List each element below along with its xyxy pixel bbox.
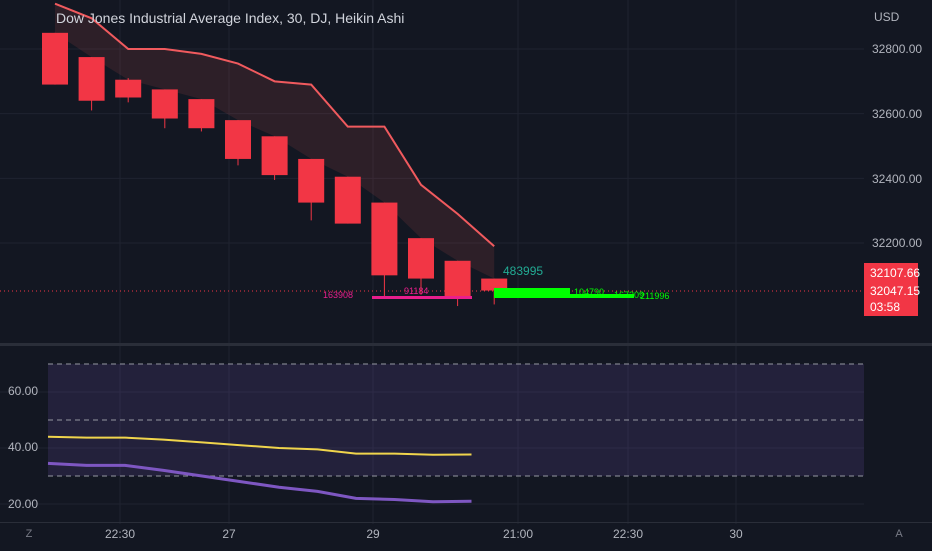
last-price-tag: 32107.66 [864,263,920,282]
currency-label: USD [874,10,900,24]
candle-body-11 [444,260,471,298]
candle-body-7 [298,158,325,203]
current-price-tag: 32047.15 03:58 [864,282,921,316]
price-tick-32400: 32400.00 [872,172,923,186]
time-label-3: 29 [366,527,380,541]
volume-profile [372,288,634,299]
vp-bar-tail [570,294,634,298]
osc-grid [0,346,864,524]
time-label-5: 22:30 [612,527,644,541]
osc-slow-line [47,461,472,504]
osc-fast-line [47,435,472,456]
candle-body-1 [78,57,105,101]
vp-label-a: 104790 [574,287,604,297]
price-tick-32200: 32200.00 [872,236,923,250]
time-axis[interactable] [0,522,932,551]
osc-tick-60: 60.00 [8,384,39,398]
price-tick-32800: 32800.00 [872,42,923,56]
candle-body-3 [151,89,178,119]
candle-body-10 [408,238,434,279]
price-chart[interactable]: 483995 104790 167209 211996 163908 91184 [0,0,864,343]
candle-body-5 [225,120,251,159]
candle-body-6 [261,136,288,176]
oscillator-chart[interactable] [0,346,864,524]
osc-tick-40: 40.00 [8,440,39,454]
candle-body-8 [334,176,361,224]
volume-total-label: 483995 [503,264,543,278]
envelope-line [54,2,495,247]
left-label-b: 91184 [404,286,428,296]
auto-scale-button[interactable]: A [895,528,903,540]
zoom-reset-button[interactable]: Z [25,528,33,540]
time-label-6: 30 [729,527,743,541]
osc-band-lines [48,363,864,477]
envelope-fill [55,3,495,279]
candle-body-2 [115,79,142,98]
left-label-a: 163908 [323,290,353,300]
osc-tick-20: 20.00 [8,497,39,511]
current-price-value: 32047.15 [870,284,921,298]
candle-body-9 [371,202,398,276]
time-label-2: 27 [222,527,236,541]
vp-label-b: 167209 [614,290,644,300]
grid [0,0,864,343]
vp-magenta-bar [372,296,472,299]
price-tick-32600: 32600.00 [872,107,923,121]
chart-title: Dow Jones Industrial Average Index, 30, … [56,10,405,26]
candles [42,32,508,307]
candle-body-12 [481,278,508,291]
time-label-4: 21:00 [502,527,534,541]
pane-divider[interactable] [0,343,932,346]
time-label-1: 22:30 [104,527,136,541]
bar-countdown: 03:58 [870,300,901,314]
vp-bar-main [494,288,570,298]
vp-label-c: 211996 [640,291,669,301]
candle-body-4 [188,99,215,129]
candle-body-0 [42,32,68,85]
